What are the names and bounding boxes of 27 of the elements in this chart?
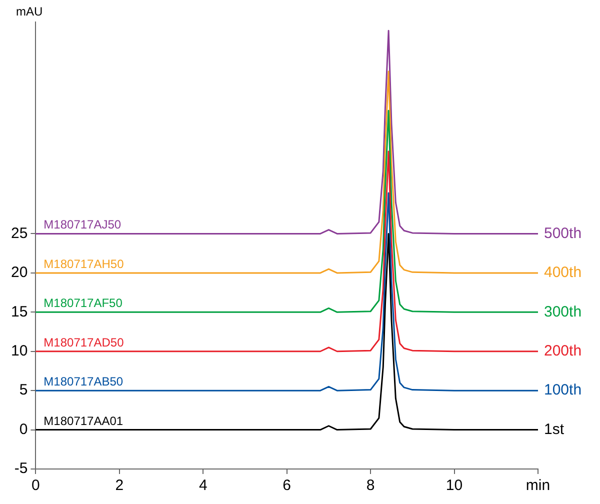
text: 200th bbox=[544, 342, 582, 360]
series-label: M180717AB50 bbox=[44, 374, 124, 389]
x-tick-label: min bbox=[526, 477, 550, 494]
x-tick-label: 2 bbox=[115, 477, 124, 494]
y-tick-label: -5 bbox=[14, 460, 28, 478]
text: 100th bbox=[544, 382, 582, 399]
y-tick-label: 10 bbox=[10, 342, 28, 360]
y-tick-label: 20 bbox=[10, 264, 28, 282]
text: 1st bbox=[544, 420, 565, 438]
y-tick-label: 5 bbox=[19, 382, 28, 399]
text: 300th bbox=[544, 303, 582, 320]
series-label: M180717AD50 bbox=[44, 335, 124, 350]
series-label: M180717AF50 bbox=[44, 296, 123, 310]
text: 500th bbox=[544, 224, 582, 242]
series-label: M180717AA01 bbox=[44, 414, 124, 428]
x-tick-label: 10 bbox=[446, 477, 463, 494]
x-tick-label: 6 bbox=[282, 477, 292, 494]
x-tick-label: 4 bbox=[198, 477, 208, 494]
y-axis-title: mAU bbox=[16, 4, 43, 18]
y-tick-label: 0 bbox=[19, 420, 28, 438]
x-tick-label: 0 bbox=[32, 477, 40, 494]
series-label: M180717AH50 bbox=[44, 256, 124, 271]
y-tick-label: 25 bbox=[10, 224, 28, 242]
y-tick-label: 15 bbox=[10, 303, 28, 320]
x-tick-label: 8 bbox=[366, 477, 375, 494]
text: 400th bbox=[544, 264, 582, 282]
series-label: M180717AJ50 bbox=[44, 218, 122, 232]
